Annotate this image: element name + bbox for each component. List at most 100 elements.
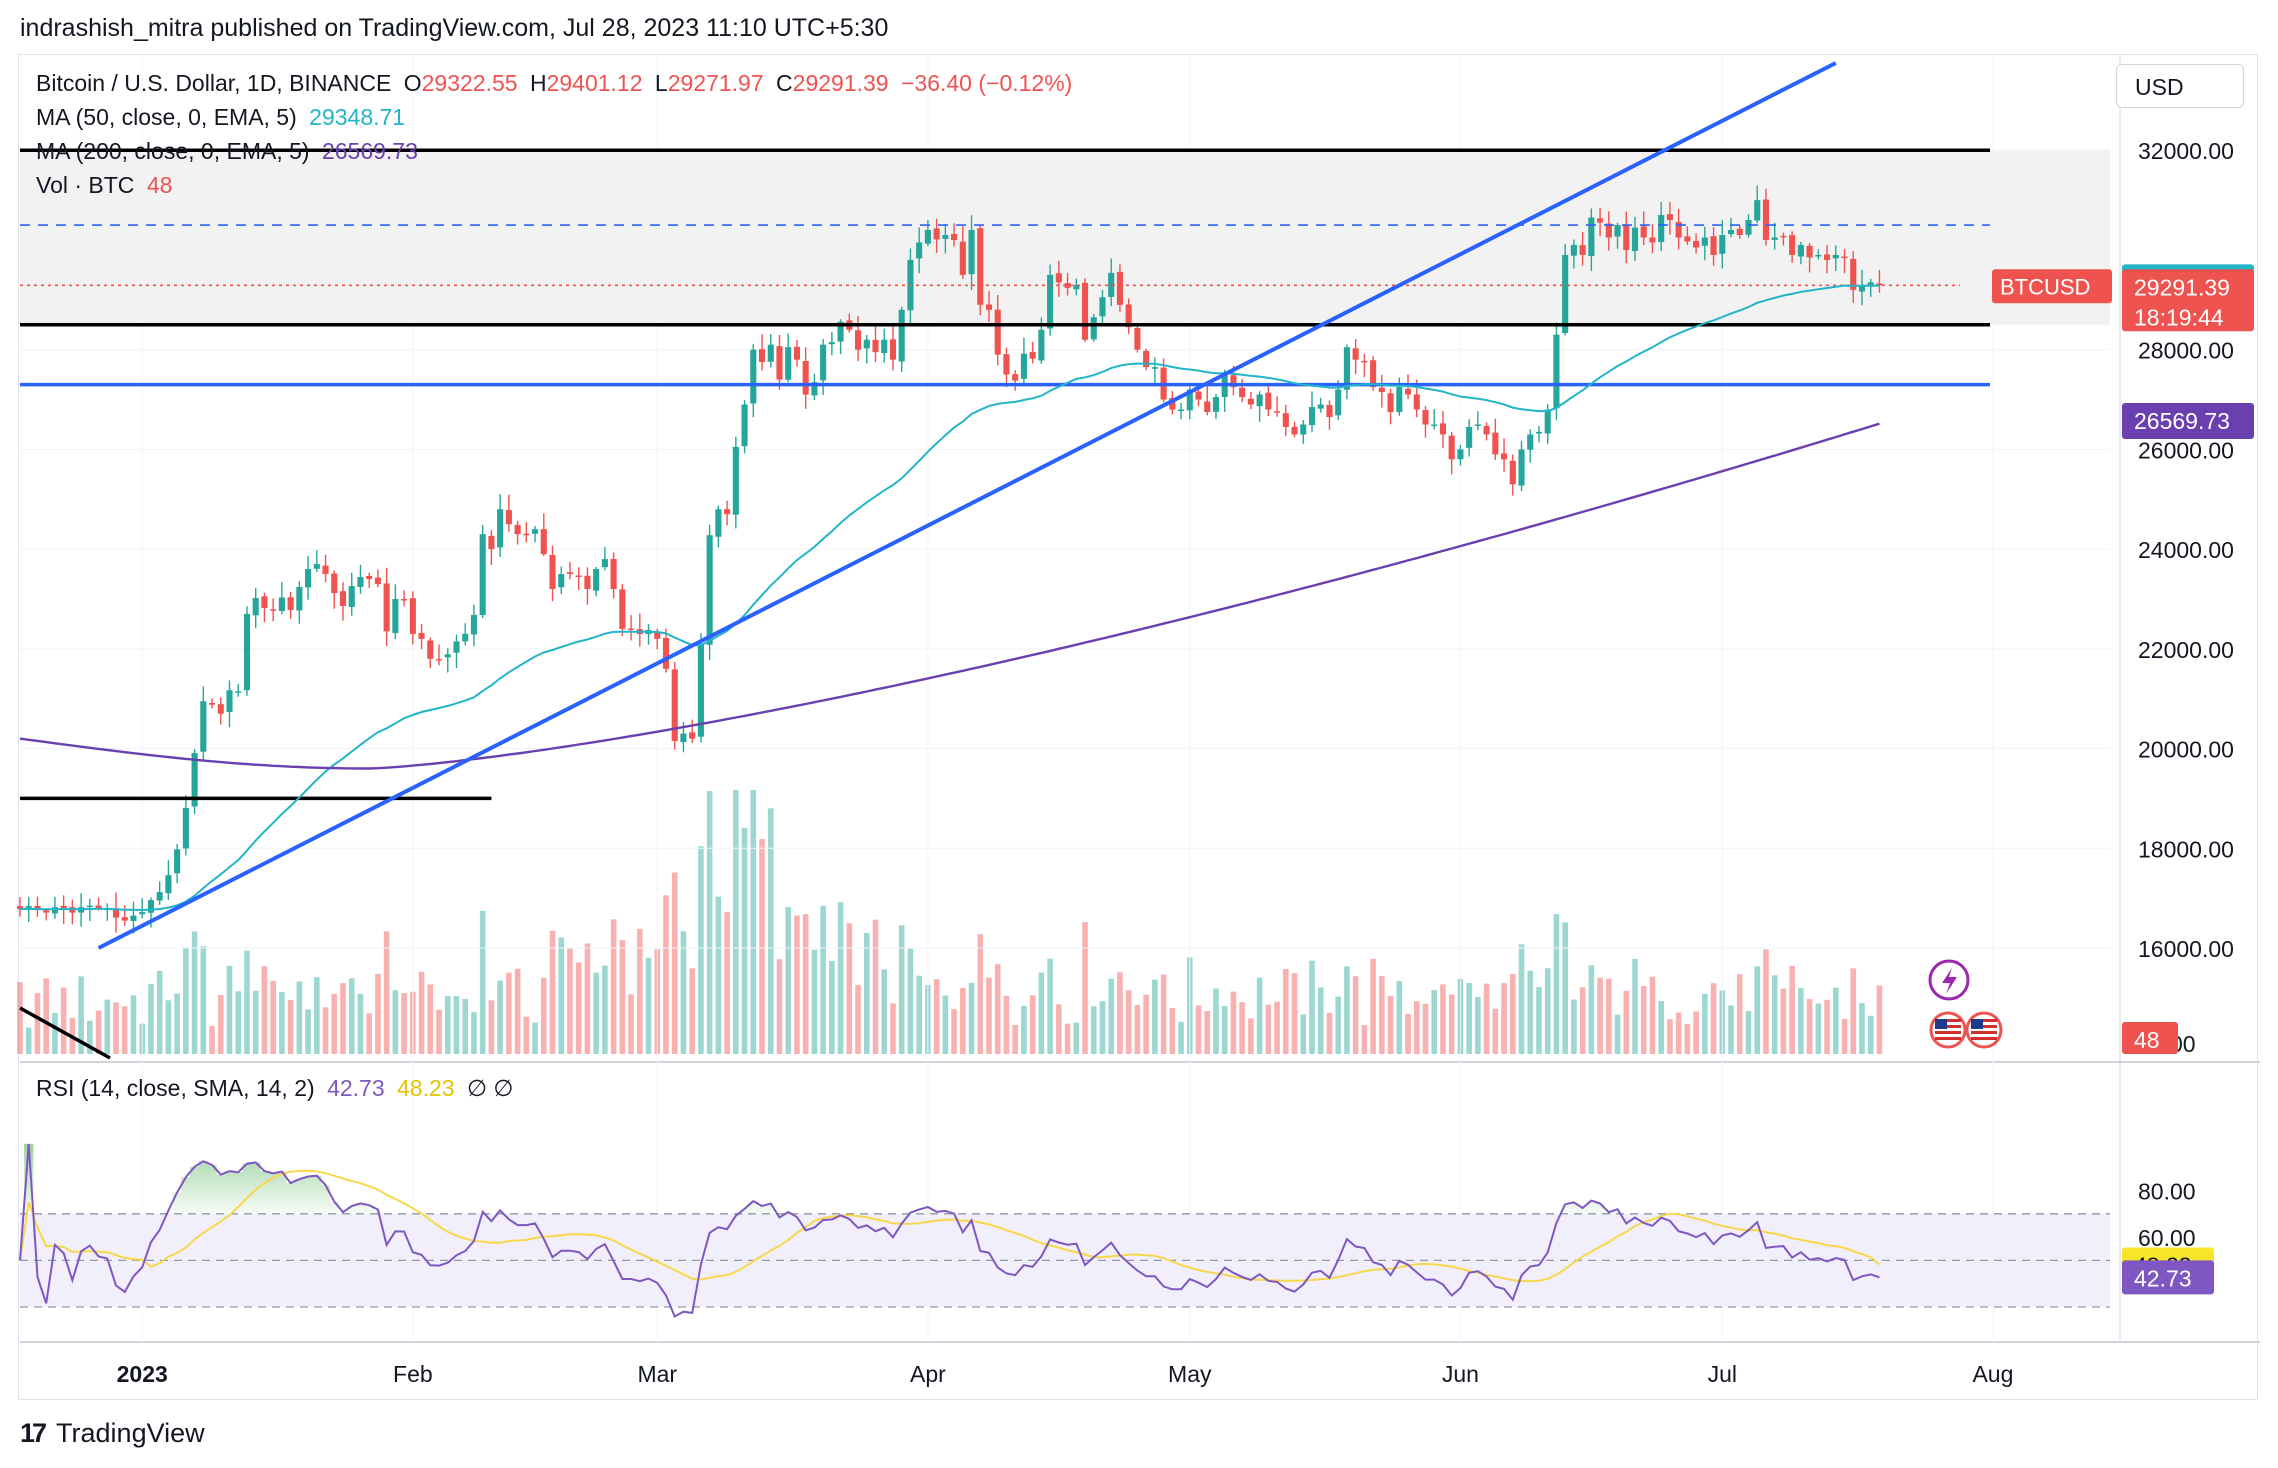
legend-high-label: H [529, 70, 547, 96]
candle-body [1073, 284, 1080, 290]
legend-symbol: Bitcoin / U.S. Dollar, 1D, BINANCE [36, 70, 392, 96]
candle-body [1597, 218, 1604, 223]
candle-body [147, 900, 155, 913]
date-tick-label: Feb [393, 1361, 433, 1387]
volume-bar [1160, 974, 1167, 1054]
legend-rsi[interactable]: RSI (14, close, SMA, 14, 2) 42.73 48.23 … [36, 1075, 519, 1102]
candle-body [959, 241, 966, 275]
volume-bar [287, 999, 294, 1054]
legend-ma200[interactable]: MA (200, close, 0, EMA, 5) 26569.73 [36, 138, 424, 165]
volume-bar [1789, 965, 1795, 1054]
volume-bar [383, 931, 390, 1054]
volume-bar [1710, 983, 1717, 1054]
candle-body [985, 304, 993, 310]
candle-body [1038, 329, 1045, 361]
candle-body [1448, 435, 1455, 460]
volume-bar [1859, 1003, 1865, 1054]
candle-body [802, 360, 809, 395]
volume-bar [837, 902, 844, 1054]
candle-body [968, 230, 975, 275]
candle-body [34, 905, 41, 911]
volume-bar [1073, 1022, 1080, 1054]
volume-bar [1667, 1019, 1673, 1054]
candle-body [1125, 304, 1132, 328]
volume-bar [1283, 968, 1289, 1054]
volume-bar [523, 1016, 530, 1054]
legend-low-label: L [654, 70, 668, 96]
volume-bar [1693, 1011, 1699, 1054]
candle-body [994, 309, 1001, 355]
candle-body [1413, 394, 1420, 410]
volume-bar [305, 1009, 311, 1054]
volume-bar [488, 1000, 495, 1054]
volume-bar [750, 790, 757, 1054]
volume-bar [846, 923, 853, 1054]
volume-bar [1274, 1001, 1280, 1054]
candle-body [1588, 217, 1595, 257]
volume-bar [1640, 985, 1647, 1054]
candle-body [488, 535, 495, 550]
candle-body [1666, 214, 1673, 221]
tradingview-logo[interactable]: 17 TradingView [20, 1418, 205, 1449]
currency-button[interactable]: USD [2116, 64, 2244, 108]
legend-main: Bitcoin / U.S. Dollar, 1D, BINANCE O2932… [36, 70, 1078, 97]
volume-bar [986, 977, 992, 1054]
candle-body [1343, 347, 1350, 390]
candle-body [1797, 244, 1804, 257]
candle-body [43, 910, 50, 913]
volume-bar [1632, 959, 1638, 1054]
legend-volume[interactable]: Vol · BTC 48 [36, 172, 178, 199]
legend-rsi-label: RSI (14, close, SMA, 14, 2) [36, 1075, 315, 1101]
candle-body [776, 346, 783, 380]
ma200-line [19, 422, 1880, 770]
candle-body [1850, 258, 1857, 290]
volume-bar [34, 993, 41, 1054]
volume-bar [994, 964, 1001, 1054]
candle-body [654, 631, 661, 639]
volume-bar [645, 957, 652, 1054]
volume-bar [191, 931, 198, 1054]
candle-body [1247, 398, 1254, 405]
candle-body [1570, 244, 1577, 256]
candle-body [1466, 426, 1473, 448]
volume-bar [366, 1013, 372, 1054]
candle-body [1361, 360, 1368, 363]
volume-bar [444, 996, 451, 1054]
candle-body [296, 587, 303, 611]
volume-bar [1702, 993, 1708, 1054]
legend-change: −36.40 (−0.12%) [900, 70, 1073, 96]
publisher-info: indrashish_mitra published on TradingVie… [20, 14, 889, 42]
volume-bar [724, 912, 730, 1054]
volume-bar [1239, 1002, 1245, 1054]
candle-body [479, 534, 486, 615]
volume-bar [741, 827, 748, 1054]
legend-ma200-label: MA (200, close, 0, EMA, 5) [36, 138, 310, 164]
price-tick-label: 22000.00 [2138, 637, 2234, 663]
volume-bar [314, 977, 320, 1054]
legend-ma50-label: MA (50, close, 0, EMA, 5) [36, 104, 297, 130]
candle-body [758, 349, 766, 363]
legend-ma50[interactable]: MA (50, close, 0, EMA, 5) 29348.71 [36, 104, 411, 131]
candle-body [558, 574, 565, 588]
volume-bar [1850, 968, 1857, 1054]
legend-vol-value: 48 [146, 172, 173, 198]
volume-bar [226, 965, 233, 1054]
volume-bar [1405, 1013, 1411, 1054]
price-tick-label: 24000.00 [2138, 537, 2234, 563]
candle-body [174, 849, 181, 874]
legend-close: 29291.39 [792, 70, 889, 96]
candle-body [793, 346, 801, 360]
volume-bar [1614, 1014, 1621, 1054]
candle-body [1483, 425, 1490, 435]
candle-body [1719, 235, 1726, 254]
volume-bar [1544, 968, 1551, 1054]
candle-body [1047, 274, 1054, 329]
candle-body [322, 565, 329, 575]
date-tick-label: May [1168, 1361, 1212, 1387]
candle-body [1500, 453, 1508, 460]
volume-bar [209, 1025, 215, 1054]
logo-brand: TradingView [56, 1418, 205, 1448]
legend-vol-label: Vol · BTC [36, 172, 135, 198]
volume-bar [1815, 1003, 1822, 1054]
